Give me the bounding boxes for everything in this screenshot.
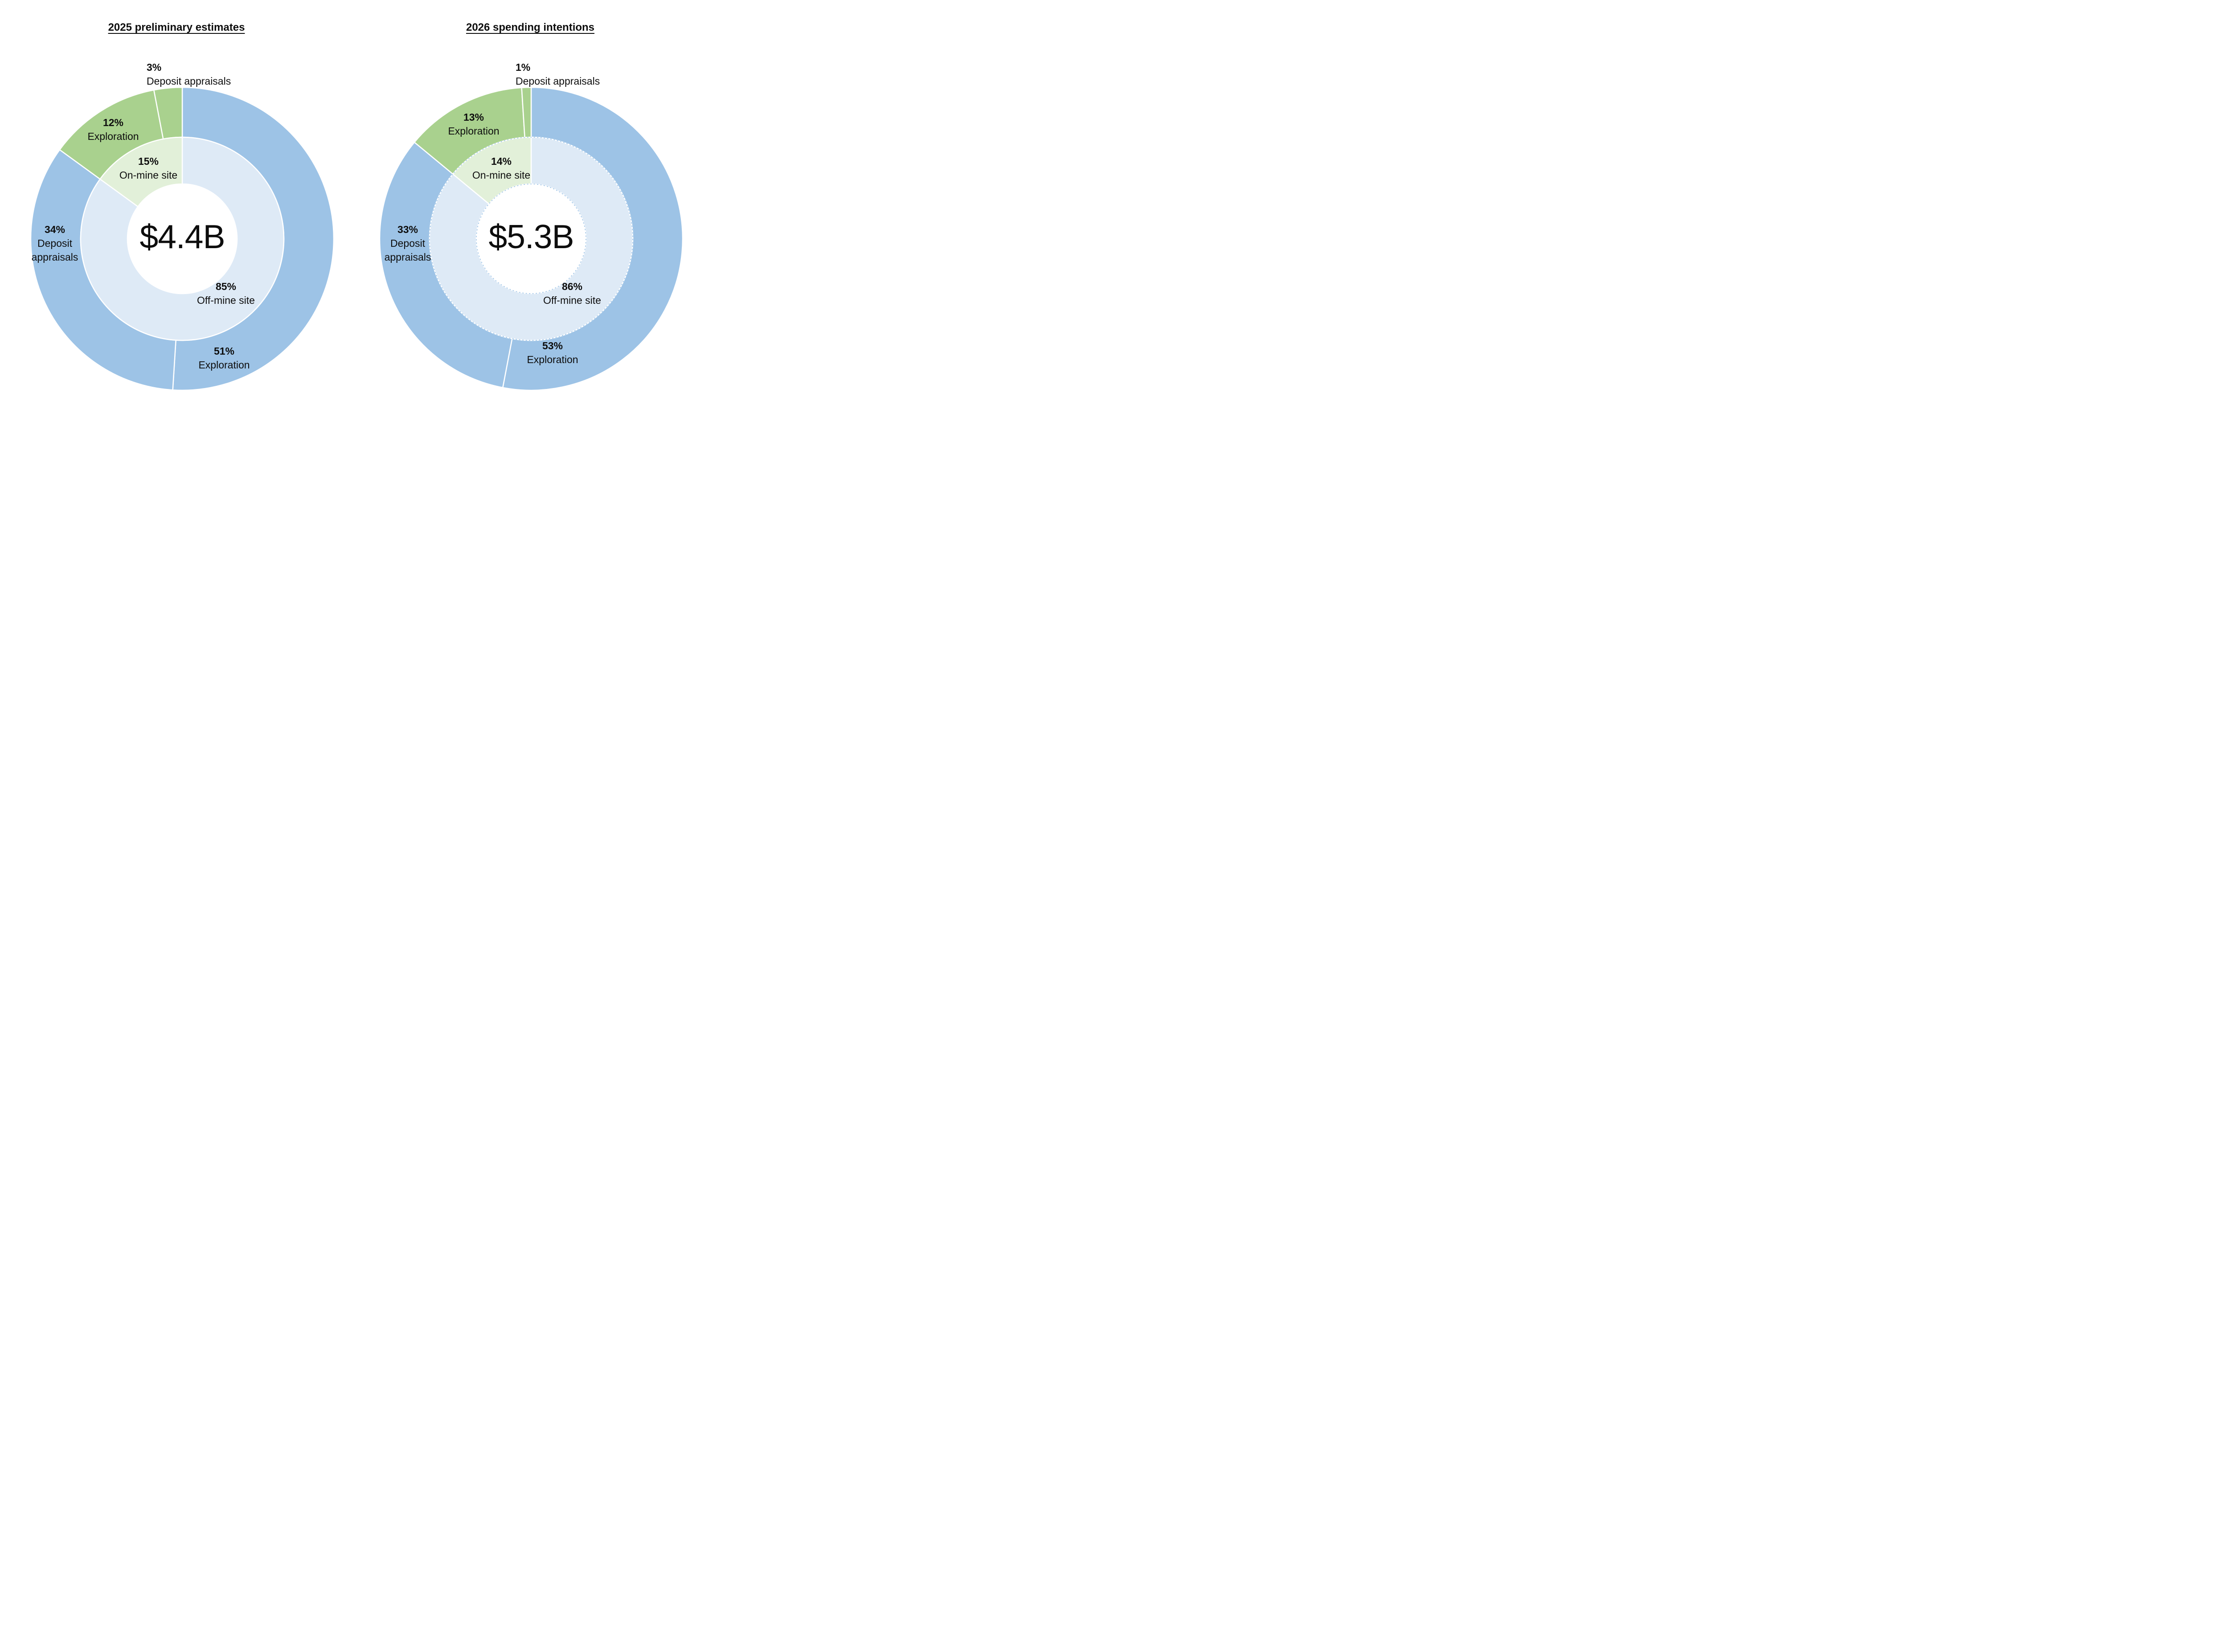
label-text: Off-mine site bbox=[197, 294, 255, 306]
label-outer-exploration-12: 12% Exploration bbox=[87, 116, 139, 143]
label-pct: 86% bbox=[561, 281, 583, 292]
label-pct: 51% bbox=[213, 345, 235, 357]
label-outer-deposit-appraisals-3: 3% Deposit appraisals bbox=[147, 61, 231, 88]
label-pct: 15% bbox=[138, 155, 159, 167]
label-text: Exploration bbox=[198, 359, 250, 371]
label-text: appraisals bbox=[384, 251, 431, 263]
label-outer-deposit-appraisals-34: 34% Deposit appraisals bbox=[32, 223, 78, 264]
chart-title-2026: 2026 spending intentions bbox=[466, 21, 595, 33]
label-pct: 14% bbox=[491, 155, 512, 167]
label-text: Exploration bbox=[527, 354, 578, 365]
label-text: Exploration bbox=[448, 125, 500, 137]
donut-chart-2026 bbox=[379, 86, 684, 391]
donut-center-hole bbox=[127, 184, 238, 294]
label-text: Off-mine site bbox=[543, 294, 601, 306]
dashed-ring-border bbox=[476, 184, 586, 294]
label-outer-deposit-appraisals-33: 33% Deposit appraisals bbox=[385, 223, 431, 264]
center-total-2025: $4.4B bbox=[139, 218, 225, 255]
label-pct: 53% bbox=[542, 340, 563, 352]
chart-title-2025: 2025 preliminary estimates bbox=[108, 21, 245, 33]
label-text: appraisals bbox=[31, 251, 78, 263]
label-pct: 33% bbox=[397, 224, 418, 235]
label-text: On-mine site bbox=[472, 169, 531, 181]
label-text: On-mine site bbox=[119, 169, 178, 181]
label-text: Deposit bbox=[390, 237, 425, 249]
label-outer-deposit-appraisals-1: 1% Deposit appraisals bbox=[516, 61, 600, 88]
label-pct: 3% bbox=[147, 61, 162, 73]
label-pct: 12% bbox=[102, 117, 124, 128]
label-pct: 34% bbox=[44, 224, 66, 235]
label-inner-off-mine-site-86: 86% Off-mine site bbox=[543, 280, 601, 307]
label-outer-exploration-13: 13% Exploration bbox=[448, 110, 499, 138]
label-pct: 85% bbox=[215, 281, 237, 292]
label-inner-on-mine-site-15: 15% On-mine site bbox=[119, 155, 177, 182]
label-text: Deposit bbox=[37, 237, 72, 249]
slide-canvas: 2025 preliminary estimates 2026 spending… bbox=[0, 0, 708, 413]
label-inner-on-mine-site-14: 14% On-mine site bbox=[472, 155, 530, 182]
label-text: Deposit appraisals bbox=[147, 75, 231, 87]
label-text: Exploration bbox=[87, 131, 139, 142]
label-pct: 1% bbox=[516, 61, 531, 73]
label-text: Deposit appraisals bbox=[516, 75, 600, 87]
label-pct: 13% bbox=[463, 111, 484, 123]
label-outer-exploration-53: 53% Exploration bbox=[527, 339, 578, 367]
label-inner-off-mine-site-85: 85% Off-mine site bbox=[197, 280, 255, 307]
dashed-ring-border bbox=[429, 137, 633, 341]
donut-chart-2025 bbox=[30, 86, 335, 391]
label-outer-exploration-51: 51% Exploration bbox=[198, 344, 250, 372]
center-total-2026: $5.3B bbox=[488, 218, 574, 255]
